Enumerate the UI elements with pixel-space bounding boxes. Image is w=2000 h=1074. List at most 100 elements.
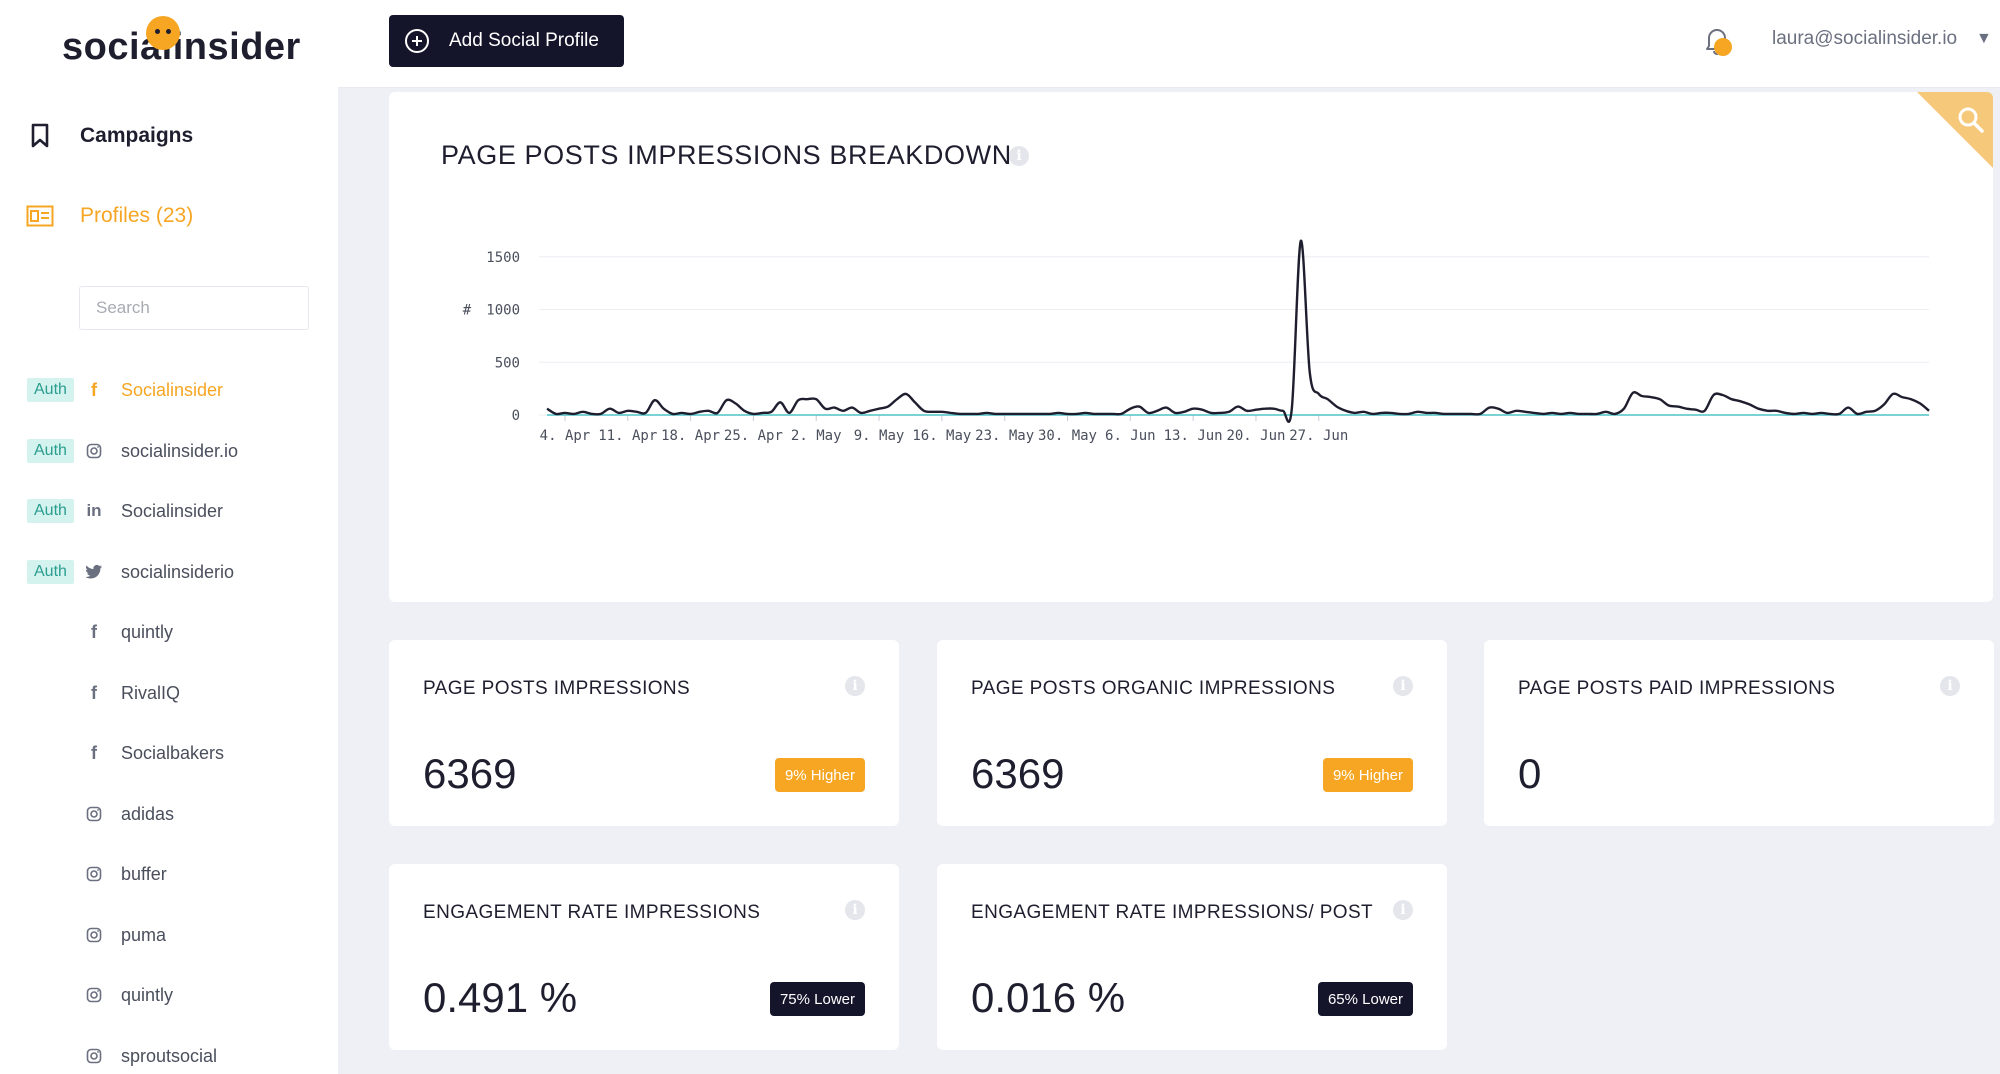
stat-value: 6369 — [971, 750, 1065, 797]
instagram-icon — [84, 441, 104, 461]
instagram-icon — [84, 985, 104, 1005]
profile-item[interactable]: Auth socialinsider.io — [0, 431, 338, 471]
x-tick-label: 2. May — [791, 428, 842, 444]
profile-item[interactable]: f RivalIQ — [0, 673, 338, 713]
linkedin-icon: in — [86, 501, 102, 520]
nav-profiles[interactable]: Profiles (23) — [26, 202, 193, 230]
info-icon[interactable]: i — [1393, 676, 1413, 696]
profile-item[interactable]: puma — [0, 915, 338, 955]
instagram-icon — [84, 925, 104, 945]
profile-name: puma — [121, 924, 167, 945]
profile-item[interactable]: f quintly — [0, 612, 338, 652]
x-tick-label: 27. Jun — [1289, 428, 1348, 444]
auth-badge[interactable]: Auth — [27, 499, 74, 523]
instagram-icon — [84, 804, 104, 824]
notification-dot — [1714, 38, 1732, 56]
instagram-icon — [84, 1046, 104, 1066]
profile-name: Socialbakers — [121, 742, 225, 763]
y-tick-label: 0 — [512, 408, 520, 424]
logo-face-icon — [146, 16, 180, 50]
x-tick-label: 11. Apr — [598, 428, 657, 444]
auth-badge[interactable]: Auth — [27, 560, 74, 584]
info-icon[interactable]: i — [845, 676, 865, 696]
y-tick-label: 1000 — [486, 303, 520, 319]
x-tick-label: 25. Apr — [724, 428, 783, 444]
comparison-badge: 9% Higher — [774, 758, 865, 792]
stat-value: 6369 — [423, 750, 517, 797]
auth-badge[interactable]: Auth — [27, 378, 74, 402]
chevron-down-icon[interactable]: ▼ — [1976, 30, 1992, 47]
profile-name: buffer — [121, 863, 167, 884]
profile-name: socialinsiderio — [121, 561, 235, 582]
x-tick-label: 23. May — [975, 428, 1034, 444]
stat-card: ENGAGEMENT RATE IMPRESSIONS/ POST i 0.016 … — [937, 864, 1447, 1050]
profile-item[interactable]: f Socialbakers — [0, 733, 338, 773]
info-icon[interactable]: i — [1009, 146, 1029, 166]
stat-title: PAGE POSTS ORGANIC IMPRESSIONS — [971, 678, 1336, 699]
stat-title: PAGE POSTS IMPRESSIONS — [423, 678, 691, 699]
brand-logo[interactable]: socialinsider — [62, 26, 301, 68]
profile-name: Socialinsider — [121, 379, 224, 400]
profile-item[interactable]: quintly — [0, 975, 338, 1015]
profile-search-input[interactable] — [79, 286, 309, 330]
info-icon[interactable]: i — [1940, 676, 1960, 696]
profile-item[interactable]: Auth in Socialinsider — [0, 491, 338, 531]
x-tick-label: 16. May — [912, 428, 971, 444]
facebook-icon: f — [91, 379, 97, 400]
facebook-icon: f — [91, 682, 97, 703]
y-axis-label: # — [463, 303, 472, 319]
user-menu[interactable]: laura@socialinsider.io — [1772, 28, 1958, 49]
stat-value: 0.491 % — [423, 974, 578, 1021]
sidebar: socialinsider Campaigns Profiles (23) Au… — [0, 0, 338, 1074]
profile-item[interactable]: sproutsocial — [0, 1036, 338, 1074]
bookmark-icon — [26, 122, 54, 150]
stat-value: 0.016 % — [971, 974, 1126, 1021]
stat-value: 0 — [1518, 750, 1542, 797]
chart-title: PAGE POSTS IMPRESSIONS BREAKDOWN — [441, 140, 1012, 170]
x-tick-label: 4. Apr — [540, 428, 591, 444]
profile-name: socialinsider.io — [121, 440, 239, 461]
info-icon[interactable]: i — [845, 900, 865, 920]
profile-name: Socialinsider — [121, 500, 224, 521]
comparison-badge: 65% Lower — [1317, 982, 1413, 1016]
info-icon[interactable]: i — [1393, 900, 1413, 920]
search-icon[interactable] — [1955, 104, 1987, 136]
facebook-icon: f — [91, 742, 97, 763]
stat-card: ENGAGEMENT RATE IMPRESSIONS i 0.491 % 75% L… — [389, 864, 899, 1050]
stat-title: ENGAGEMENT RATE IMPRESSIONS/ POST — [971, 902, 1374, 923]
profile-name: quintly — [121, 621, 174, 642]
profile-name: quintly — [121, 984, 174, 1005]
nav-profiles-label: Profiles (23) — [80, 204, 194, 227]
y-tick-label: 1500 — [486, 250, 520, 266]
x-tick-label: 9. May — [854, 428, 905, 444]
comparison-badge: 75% Lower — [769, 982, 865, 1016]
y-tick-label: 500 — [495, 355, 520, 371]
profile-item[interactable]: Auth socialinsiderio — [0, 552, 338, 592]
add-social-profile-button[interactable]: Add Social Profile — [389, 15, 624, 67]
stat-title: PAGE POSTS PAID IMPRESSIONS — [1518, 678, 1836, 699]
facebook-icon: f — [91, 621, 97, 642]
stat-card: PAGE POSTS PAID IMPRESSIONS i 0 — [1484, 640, 1994, 826]
stat-title: ENGAGEMENT RATE IMPRESSIONS — [423, 902, 761, 923]
x-tick-label: 30. May — [1038, 428, 1097, 444]
x-tick-label: 6. Jun — [1105, 428, 1156, 444]
profile-name: sproutsocial — [121, 1045, 218, 1066]
profile-item[interactable]: buffer — [0, 854, 338, 894]
profile-name: RivalIQ — [121, 682, 181, 703]
x-tick-label: 18. Apr — [661, 428, 720, 444]
nav-campaigns[interactable]: Campaigns — [26, 122, 193, 150]
stat-card: PAGE POSTS IMPRESSIONS i 6369 9% Higher — [389, 640, 899, 826]
profile-name: adidas — [121, 803, 175, 824]
series-line-organic — [546, 239, 1930, 424]
profile-item[interactable]: adidas — [0, 794, 338, 834]
profile-item[interactable]: Auth f Socialinsider — [0, 370, 338, 410]
instagram-icon — [84, 864, 104, 884]
auth-badge[interactable]: Auth — [27, 439, 74, 463]
twitter-icon — [84, 562, 104, 582]
plus-circle-icon — [405, 29, 429, 53]
nav-campaigns-label: Campaigns — [80, 124, 194, 147]
x-tick-label: 13. Jun — [1164, 428, 1223, 444]
stat-card: PAGE POSTS ORGANIC IMPRESSIONS i 6369 9% Hi… — [937, 640, 1447, 826]
x-tick-label: 20. Jun — [1226, 428, 1285, 444]
